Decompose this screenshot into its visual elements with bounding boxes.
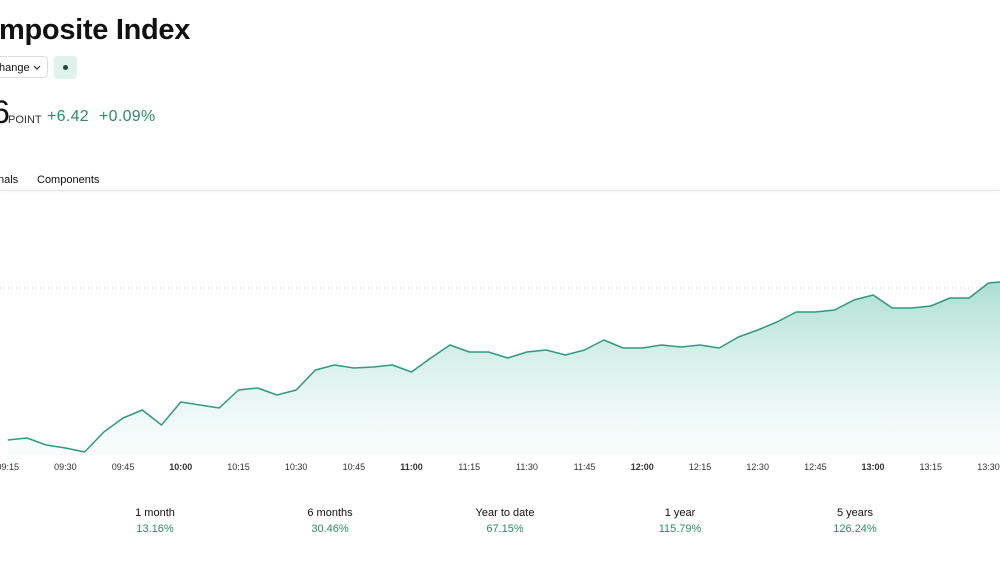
x-tick-label: 12:30 — [746, 462, 769, 472]
exchange-dropdown[interactable]: hange — [0, 56, 48, 78]
index-title: mposite Index — [0, 14, 191, 46]
x-tick-label: 13:00 — [862, 462, 885, 472]
price-change-percent: +0.09% — [99, 108, 156, 125]
x-tick-label: 10:30 — [285, 462, 308, 472]
x-tick-label: 13:30 — [977, 462, 1000, 472]
tab[interactable]: nals — [0, 174, 19, 186]
chevron — [33, 65, 41, 70]
tab-divider — [0, 190, 1000, 191]
dropdown-label: hange — [0, 62, 30, 74]
return-period: 5 years — [836, 507, 874, 519]
x-tick-label: 10:15 — [227, 462, 250, 472]
x-tick-label: 09:45 — [112, 462, 135, 472]
chart: 09:15 09:30 09:45 10:00 10:15 10:30 10:45 11:00… — [0, 281, 1000, 472]
x-tick-label: 11:15 — [458, 462, 480, 472]
return-period: 1 year — [664, 507, 696, 519]
area-fill — [7, 282, 1000, 455]
x-tick-label: 12:45 — [804, 462, 827, 472]
return-period: Year to date — [475, 507, 535, 519]
x-tick-label: 10:00 — [169, 462, 192, 472]
x-tick-label: 11:30 — [516, 462, 538, 472]
return-value: 67.15% — [486, 523, 524, 535]
price: 6 — [0, 94, 10, 130]
price-change: +6.42 — [47, 108, 89, 125]
return-period: 6 months — [307, 507, 353, 519]
return-value: 30.46% — [311, 523, 349, 535]
return-value: 115.79% — [658, 523, 702, 535]
x-tick-label: 10:45 — [343, 462, 366, 472]
price-unit: POINT — [8, 114, 42, 126]
x-tick-label: 09:15 — [0, 462, 19, 472]
tab[interactable]: Components — [37, 174, 100, 186]
return-value: 13.16% — [136, 523, 174, 535]
x-tick-label: 11:45 — [574, 462, 596, 472]
x-tick-label: 12:00 — [631, 462, 654, 472]
price-line — [7, 281, 1000, 453]
x-tick-label: 11:00 — [400, 462, 423, 472]
status-button[interactable] — [54, 56, 77, 79]
x-tick-label: 09:30 — [54, 462, 77, 472]
return-period: 1 month — [135, 507, 175, 519]
x-tick-label: 13:15 — [920, 462, 943, 472]
status-dot — [63, 65, 68, 70]
return-value: 126.24% — [833, 523, 877, 535]
x-tick-label: 12:15 — [689, 462, 712, 472]
